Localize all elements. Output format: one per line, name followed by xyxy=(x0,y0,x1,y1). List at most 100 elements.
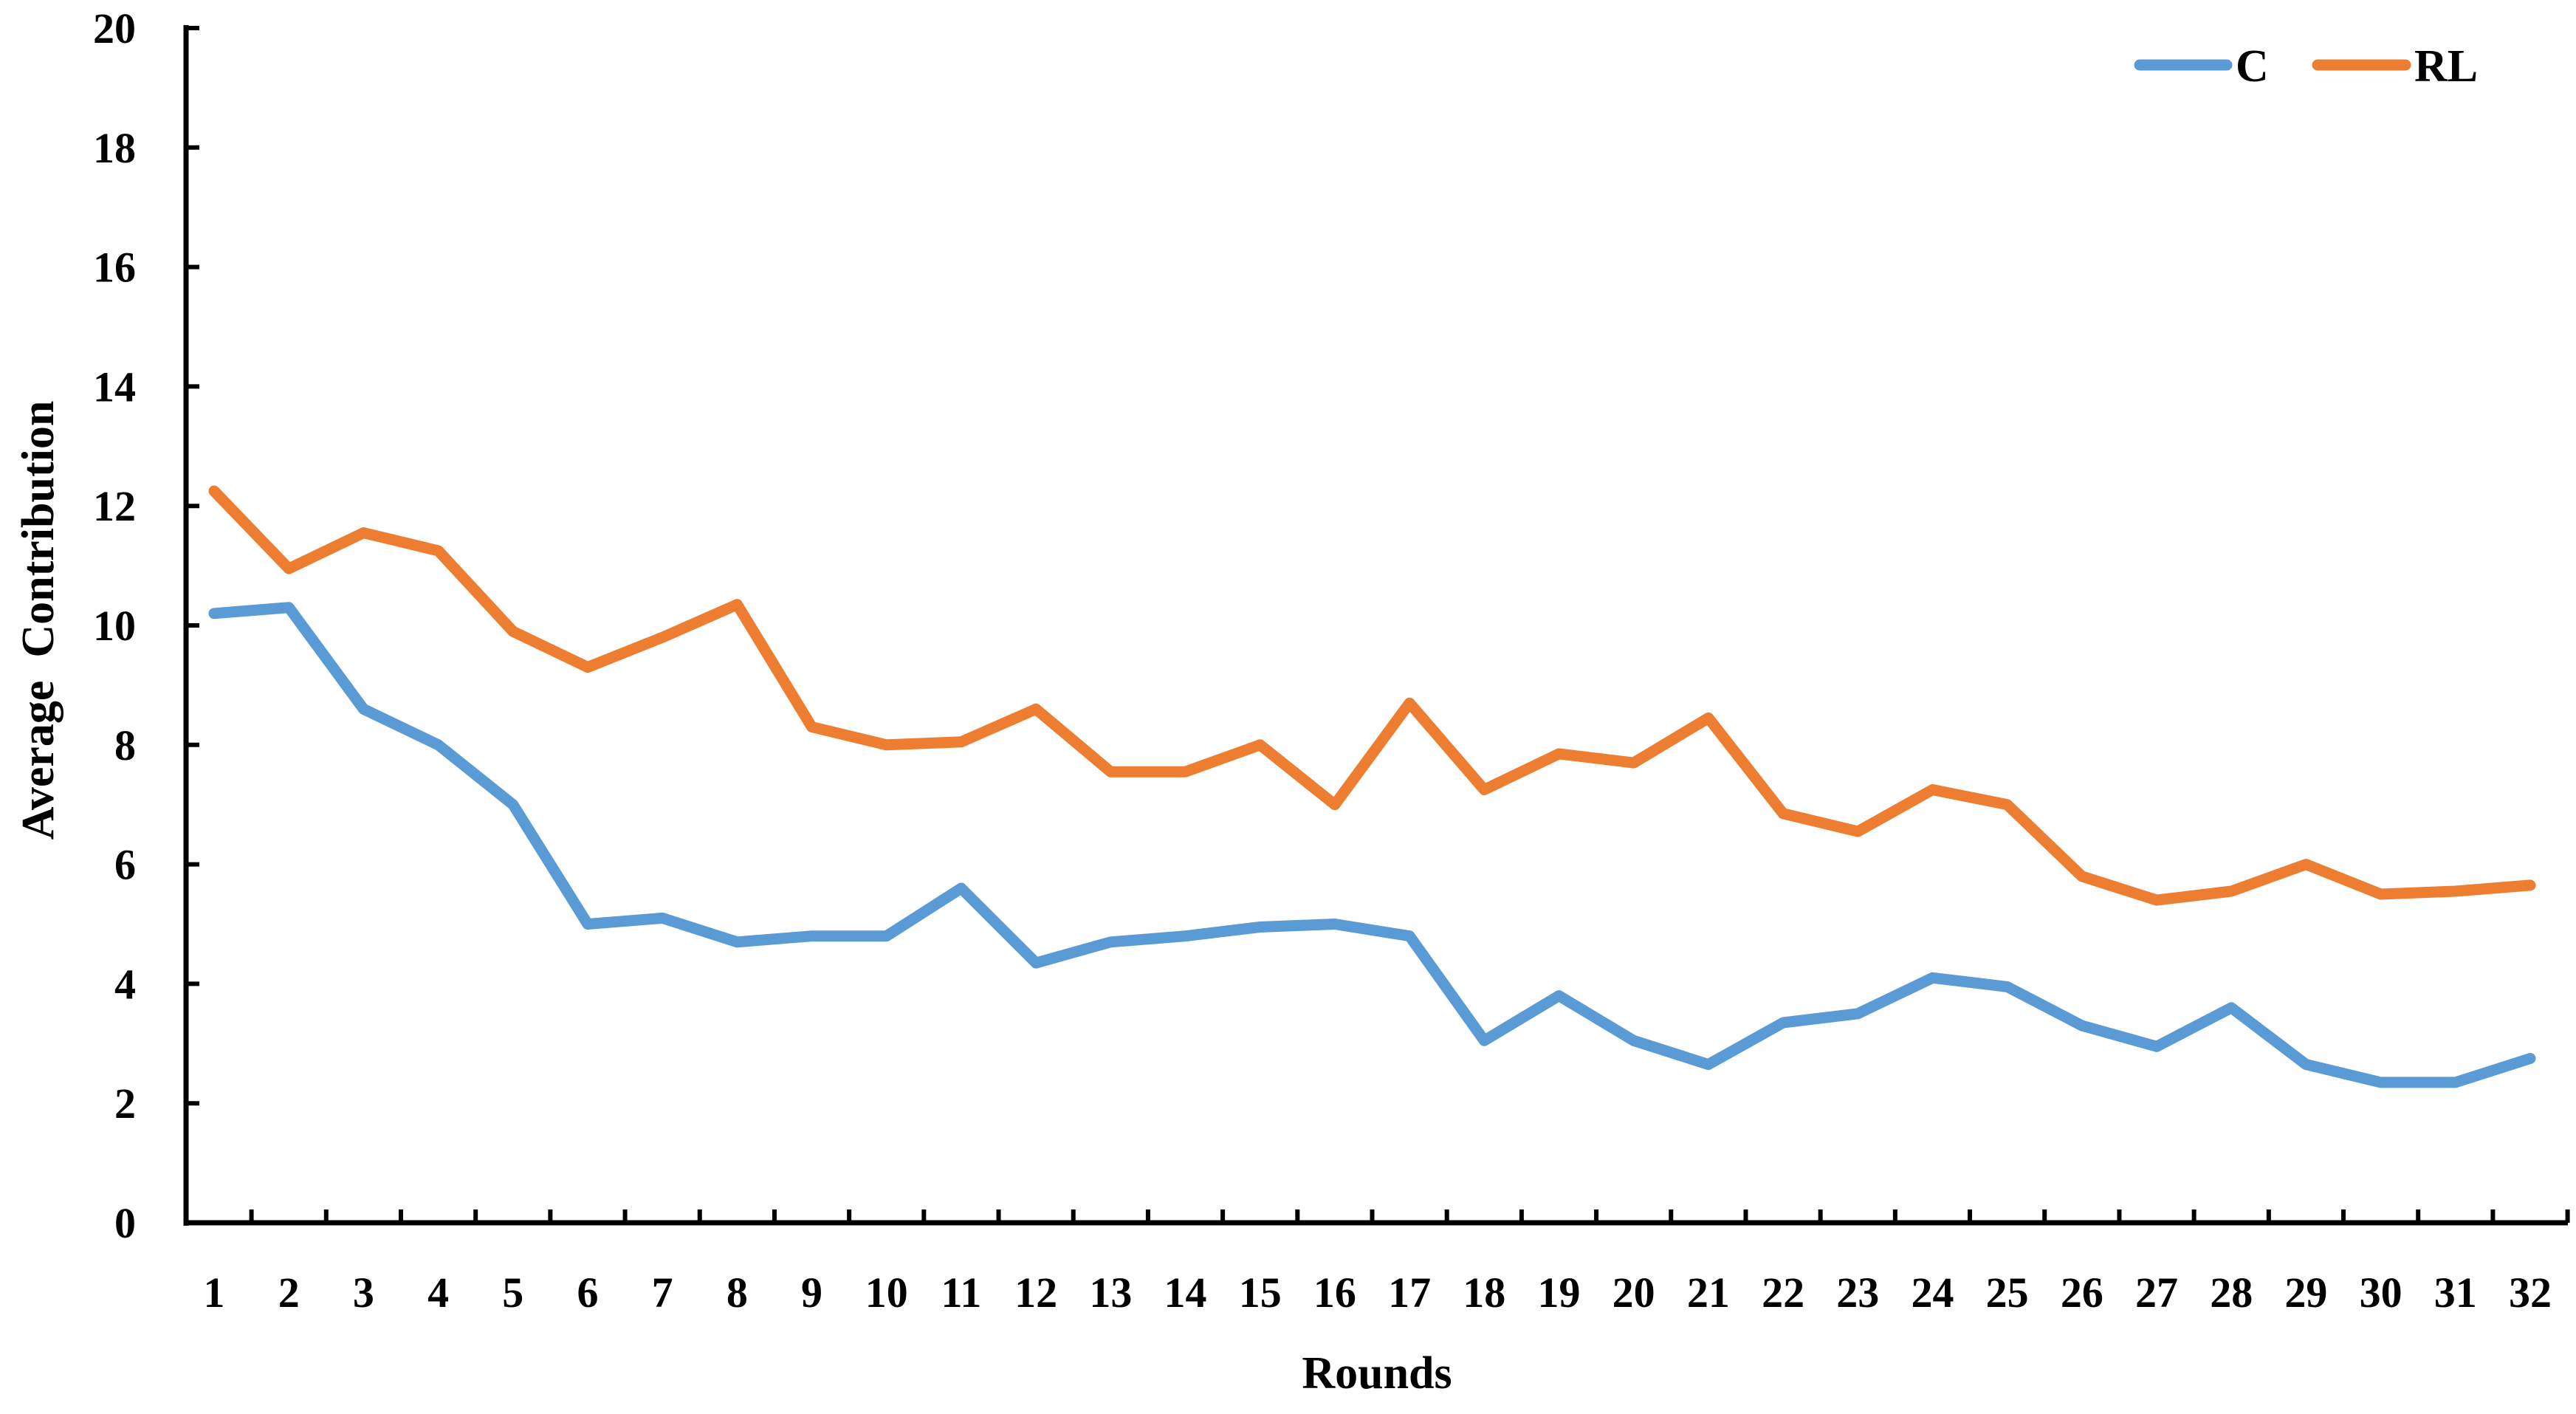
data-point-c xyxy=(1185,936,1186,937)
y-tick-label: 12 xyxy=(93,482,136,530)
data-point-c xyxy=(1260,927,1261,928)
data-point-c xyxy=(1409,936,1410,937)
data-point-rl xyxy=(1633,762,1635,763)
data-point-c xyxy=(438,744,439,746)
x-tick-label: 22 xyxy=(1762,1269,1804,1317)
data-point-c xyxy=(1857,1013,1858,1015)
y-tick-label: 8 xyxy=(114,721,136,769)
data-point-c xyxy=(288,607,289,608)
data-point-rl xyxy=(1483,789,1485,790)
data-point-c xyxy=(213,613,215,614)
axes xyxy=(183,25,2568,1226)
data-point-c xyxy=(1558,995,1559,997)
x-axis-title: Rounds xyxy=(1302,1348,1452,1398)
x-tick-label: 3 xyxy=(353,1269,374,1317)
data-point-c xyxy=(363,708,364,710)
data-point-c xyxy=(2230,1007,2232,1009)
series-line-c xyxy=(208,602,2536,1088)
data-point-c xyxy=(587,924,588,925)
data-point-c xyxy=(886,936,887,937)
x-tick-label: 7 xyxy=(652,1269,673,1317)
data-point-c xyxy=(2455,1082,2456,1083)
data-point-rl xyxy=(2156,899,2157,901)
data-point-c xyxy=(512,804,514,806)
data-point-c xyxy=(2081,1025,2083,1026)
data-point-rl xyxy=(1558,753,1559,755)
x-tick-label: 28 xyxy=(2210,1269,2253,1317)
data-point-rl xyxy=(1334,804,1336,806)
x-axis-ticks: 1 2 3 4 5 6 7 8 9 10 11 12 13 14 15 16 17 18 19 20 21 22 23 24 2… xyxy=(204,1209,2570,1317)
legend: C RL xyxy=(2134,41,2478,92)
data-point-rl xyxy=(1185,771,1186,772)
y-tick-label: 10 xyxy=(93,602,136,650)
data-point-c xyxy=(2156,1046,2157,1047)
x-tick-label: 23 xyxy=(1836,1269,1879,1317)
y-axis-ticks: 0 2 4 6 8 10 12 14 16 18 20 xyxy=(93,4,199,1247)
data-point-rl xyxy=(2007,804,2008,806)
x-tick-label: 10 xyxy=(865,1269,908,1317)
data-point-rl xyxy=(1035,708,1037,710)
data-point-rl xyxy=(2455,890,2456,892)
data-point-rl xyxy=(1782,813,1784,814)
x-tick-label: 4 xyxy=(427,1269,449,1317)
y-tick-label: 14 xyxy=(93,363,136,411)
x-tick-label: 1 xyxy=(204,1269,225,1317)
data-point-rl xyxy=(2529,885,2531,886)
data-point-rl xyxy=(1931,789,1933,790)
data-point-rl xyxy=(1260,744,1261,746)
x-tick-label: 21 xyxy=(1687,1269,1730,1317)
data-point-c xyxy=(2305,1064,2307,1065)
x-tick-label: 26 xyxy=(2061,1269,2103,1317)
x-tick-label: 15 xyxy=(1239,1269,1282,1317)
x-tick-label: 19 xyxy=(1537,1269,1580,1317)
x-tick-label: 30 xyxy=(2360,1269,2402,1317)
y-tick-label: 6 xyxy=(114,841,136,889)
data-point-rl xyxy=(2230,890,2232,892)
data-point-rl xyxy=(1857,831,1858,832)
data-point-rl xyxy=(662,636,663,638)
x-tick-label: 18 xyxy=(1463,1269,1505,1317)
x-tick-label: 27 xyxy=(2135,1269,2178,1317)
x-tick-label: 11 xyxy=(941,1269,982,1317)
data-point-c xyxy=(961,888,962,889)
data-point-rl xyxy=(2380,893,2382,895)
y-tick-label: 2 xyxy=(114,1080,136,1128)
x-tick-label: 2 xyxy=(278,1269,300,1317)
data-point-rl xyxy=(811,727,813,728)
data-point-rl xyxy=(1708,717,1709,718)
x-tick-label: 32 xyxy=(2509,1269,2552,1317)
x-tick-label: 29 xyxy=(2284,1269,2327,1317)
data-point-rl xyxy=(213,490,215,492)
data-point-rl xyxy=(1110,771,1111,772)
data-point-c xyxy=(1035,962,1037,964)
legend-label-rl: RL xyxy=(2414,41,2478,92)
x-tick-label: 12 xyxy=(1014,1269,1057,1317)
data-point-rl xyxy=(438,550,439,552)
y-tick-label: 16 xyxy=(93,244,136,292)
data-point-rl xyxy=(363,532,364,534)
plot-lines xyxy=(208,485,2536,1088)
data-point-c xyxy=(1633,1040,1635,1041)
x-tick-label: 31 xyxy=(2434,1269,2477,1317)
series-line-rl xyxy=(208,485,2536,906)
data-point-c xyxy=(1782,1022,1784,1023)
data-point-c xyxy=(736,941,738,943)
data-point-c xyxy=(1110,941,1111,943)
data-point-rl xyxy=(1409,702,1410,704)
y-tick-label: 0 xyxy=(114,1199,136,1247)
y-tick-label: 4 xyxy=(114,960,136,1008)
y-tick-label: 20 xyxy=(93,4,136,52)
x-tick-label: 13 xyxy=(1089,1269,1132,1317)
data-point-c xyxy=(2007,986,2008,987)
data-point-c xyxy=(2380,1082,2382,1083)
x-tick-label: 25 xyxy=(1986,1269,2029,1317)
data-point-rl xyxy=(512,631,514,632)
x-tick-label: 5 xyxy=(502,1269,523,1317)
data-point-rl xyxy=(736,604,738,605)
data-point-rl xyxy=(288,568,289,569)
data-point-c xyxy=(2529,1058,2531,1060)
x-tick-label: 17 xyxy=(1388,1269,1431,1317)
data-point-c xyxy=(662,917,663,919)
